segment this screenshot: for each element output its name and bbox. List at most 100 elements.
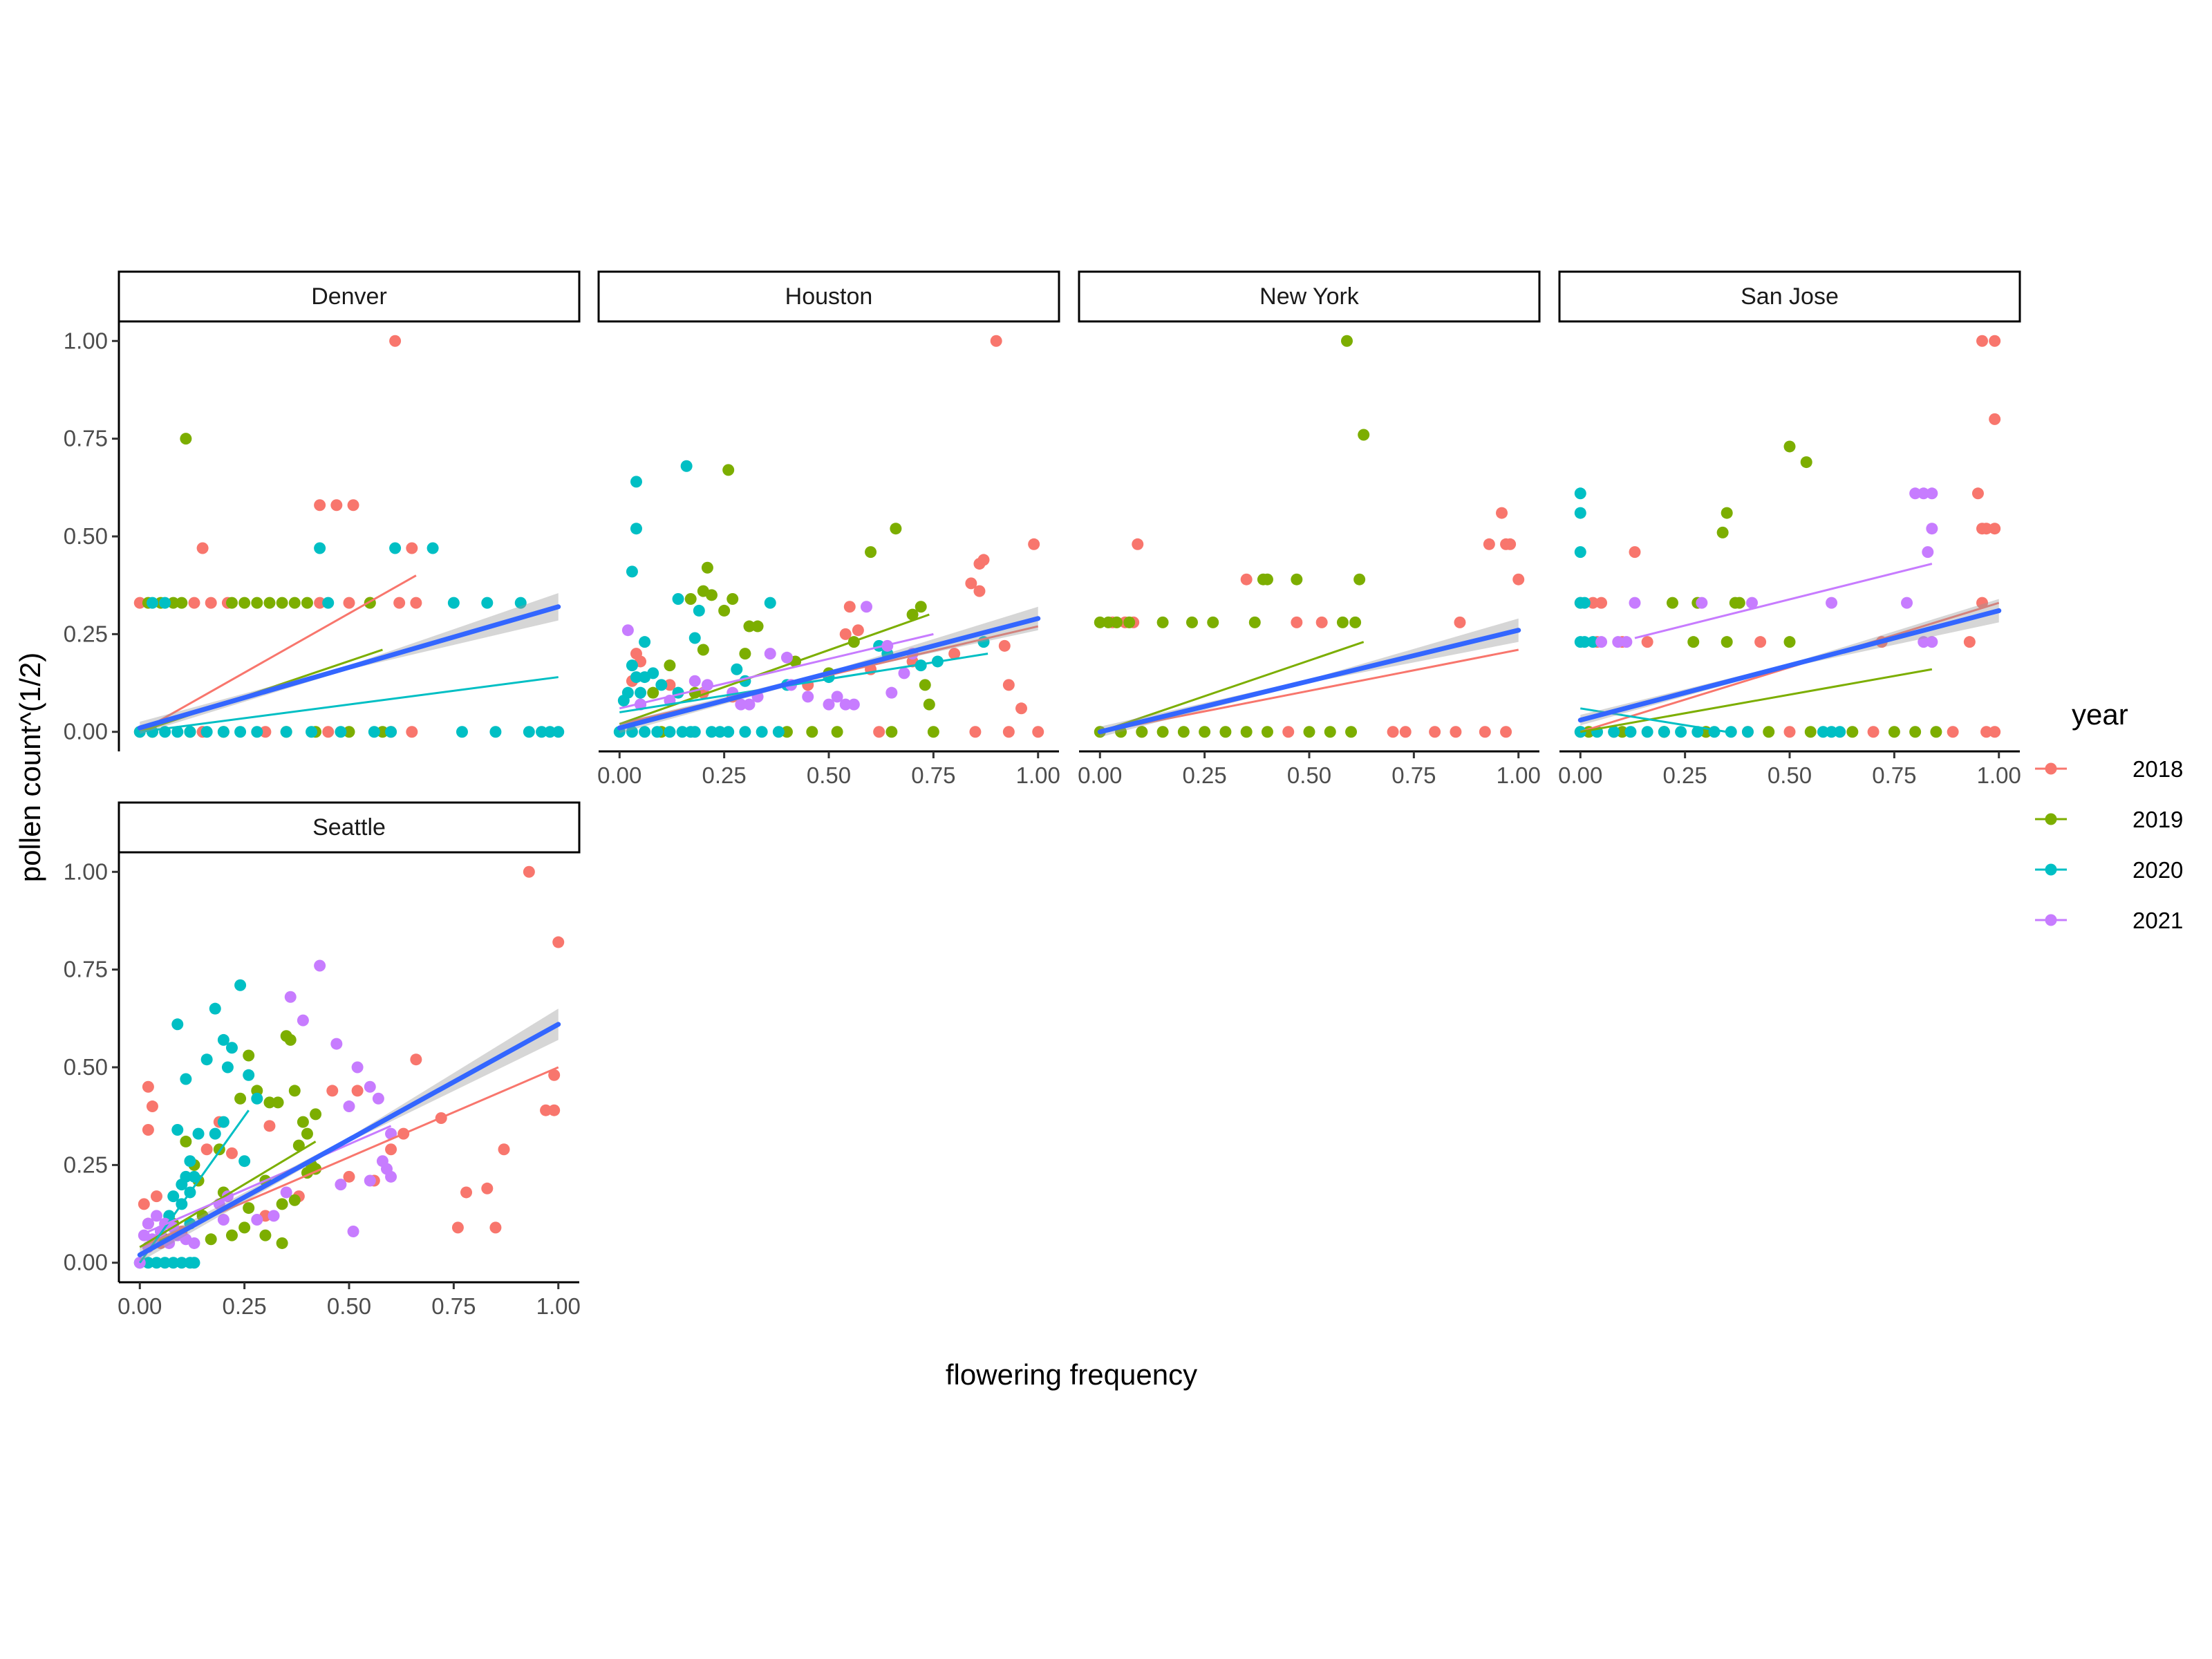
data-point: [743, 698, 756, 711]
data-point: [1240, 573, 1253, 585]
legend-entry-2019: 2019: [2035, 807, 2183, 832]
data-point: [1783, 636, 1796, 648]
data-point: [1358, 429, 1370, 441]
facet-label-new-york: New York: [1259, 283, 1360, 310]
data-point: [523, 726, 535, 738]
data-point: [544, 726, 556, 738]
data-point: [831, 726, 843, 738]
x-tick-label: 0.25: [1183, 762, 1227, 788]
fit-line-2019: [1580, 668, 1933, 733]
points-2021: [133, 959, 397, 1269]
data-point: [705, 589, 718, 601]
data-point: [536, 726, 548, 738]
data-point: [514, 597, 527, 609]
data-point: [802, 691, 814, 703]
data-point: [393, 597, 406, 609]
legend-label: 2019: [2133, 807, 2183, 832]
data-point: [234, 979, 247, 991]
data-point: [263, 1096, 276, 1109]
data-point: [335, 1179, 347, 1191]
points-2019: [1094, 335, 1370, 738]
data-point: [167, 597, 180, 609]
data-point: [1888, 726, 1900, 738]
data-point: [1918, 636, 1930, 648]
x-tick-label: 0.75: [911, 762, 955, 788]
fit-line-2020: [139, 1109, 250, 1264]
data-point: [626, 726, 638, 738]
points-2018: [1574, 335, 2001, 738]
data-point: [860, 601, 872, 613]
data-point: [915, 659, 927, 672]
data-point: [523, 865, 535, 878]
data-point: [998, 639, 1011, 652]
data-point: [1930, 726, 1942, 738]
data-point: [188, 1237, 200, 1249]
data-point: [1002, 726, 1015, 738]
data-point: [180, 433, 192, 445]
data-point: [701, 561, 713, 574]
data-point: [1989, 726, 2001, 738]
data-point: [1574, 507, 1586, 519]
data-point: [171, 1018, 184, 1031]
data-point: [234, 1092, 247, 1105]
data-point: [1666, 597, 1678, 609]
data-point: [764, 597, 776, 609]
data-point: [1629, 597, 1641, 609]
x-tick-label: 1.00: [536, 1293, 581, 1319]
data-point: [756, 726, 768, 738]
data-point: [1496, 507, 1508, 519]
data-point: [238, 597, 251, 609]
data-point: [385, 1170, 397, 1183]
data-point: [188, 597, 200, 609]
facet-strip-houston: [597, 270, 1060, 323]
x-tick-label: 0.50: [327, 1293, 371, 1319]
data-point: [284, 991, 297, 1003]
data-point: [150, 1257, 162, 1269]
x-tick-label: 0.75: [1872, 762, 1916, 788]
data-point: [1675, 726, 1687, 738]
data-point: [364, 1080, 376, 1093]
data-point: [292, 1139, 305, 1152]
data-point: [225, 597, 238, 609]
data-point: [133, 597, 146, 609]
fit-line-2021: [139, 1125, 392, 1237]
data-point: [276, 1237, 288, 1249]
data-point: [621, 624, 634, 637]
data-point: [184, 726, 196, 738]
data-point: [1479, 726, 1491, 738]
points-2019: [647, 464, 939, 738]
legend-label: 2021: [2133, 908, 2183, 933]
y-tick-label: 1.00: [64, 328, 108, 353]
y-tick-label: 0.75: [64, 426, 108, 451]
fit-line-2019: [1099, 641, 1365, 733]
data-point: [727, 592, 739, 605]
data-point: [276, 597, 288, 609]
data-point: [330, 499, 343, 512]
data-point: [217, 726, 229, 738]
data-point: [1123, 616, 1136, 628]
data-point: [772, 726, 785, 738]
data-point: [1620, 636, 1633, 648]
data-point: [672, 592, 684, 605]
data-point: [150, 1210, 162, 1222]
data-point: [142, 1123, 154, 1136]
data-point: [1733, 597, 1745, 609]
points-2020: [1574, 487, 1846, 738]
data-point: [548, 1069, 561, 1081]
data-point: [626, 659, 638, 672]
data-point: [280, 1186, 292, 1199]
data-point: [280, 726, 292, 738]
data-point: [1578, 597, 1591, 609]
data-point: [1586, 597, 1599, 609]
legend-key-point: [2045, 762, 2057, 775]
data-point: [630, 523, 642, 535]
legend-key-point: [2045, 914, 2057, 926]
data-point: [1500, 726, 1512, 738]
facet-label-seattle: Seattle: [312, 814, 386, 841]
facet-san-jose: San Jose 0.00 0.25 0.50 0.75 1.00: [1558, 270, 2021, 788]
data-point: [176, 1257, 188, 1269]
points-2020: [133, 979, 263, 1269]
data-point: [142, 1080, 154, 1093]
fit-line-2021: [1634, 563, 1933, 639]
legend: year 2018 2019 2020 2021: [2035, 698, 2183, 933]
